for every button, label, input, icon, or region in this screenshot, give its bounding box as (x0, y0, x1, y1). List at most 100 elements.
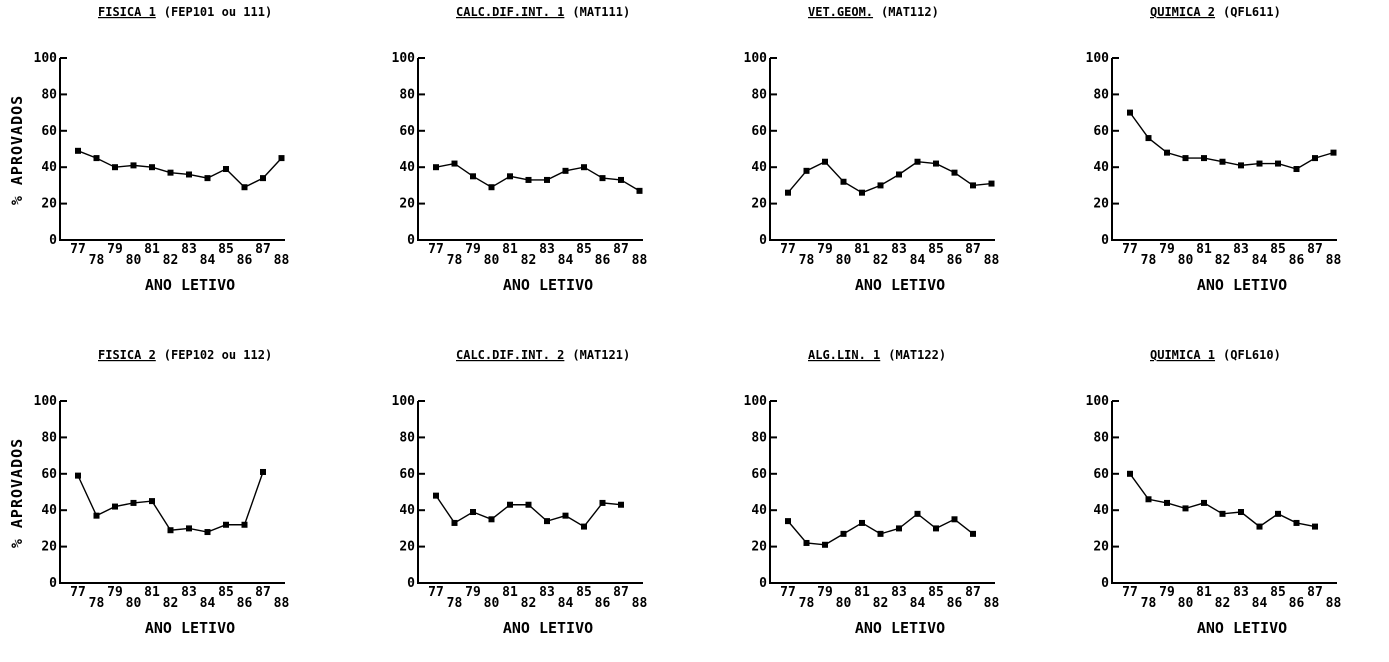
data-point (488, 184, 495, 191)
data-point (149, 164, 155, 171)
chart-title: CALC.DIF.INT. 2 (MAT121) (456, 348, 630, 362)
ytick-label: 100 (1086, 51, 1110, 66)
ytick-label: 60 (399, 124, 415, 139)
ytick-label: 80 (399, 87, 415, 102)
ytick-label: 20 (399, 197, 415, 212)
data-point (914, 510, 921, 517)
ytick-label: 0 (49, 576, 57, 591)
chart-8: QUIMICA 1 (QFL610)02040608010077787980818… (1086, 348, 1342, 637)
ytick-label: 0 (759, 233, 767, 248)
data-point (525, 176, 532, 183)
data-point (618, 501, 624, 508)
data-point (1312, 155, 1318, 162)
xtick-label: 87 (613, 242, 629, 257)
ytick-label: 60 (751, 124, 767, 139)
xtick-label: 78 (799, 253, 815, 268)
data-point (470, 173, 476, 180)
data-point (618, 176, 624, 183)
xtick-label: 86 (595, 596, 611, 611)
xtick-label: 77 (70, 242, 86, 257)
xtick-label: 83 (181, 242, 197, 257)
xtick-label: 81 (854, 242, 870, 257)
data-point (859, 519, 865, 526)
x-axis-label: ANO LETIVO (503, 276, 593, 294)
xtick-label: 77 (780, 585, 796, 600)
data-point (785, 518, 791, 525)
data-point (223, 521, 229, 528)
data-point (75, 472, 81, 479)
xtick-label: 83 (891, 585, 907, 600)
data-point (93, 512, 100, 519)
ytick-label: 100 (744, 394, 768, 409)
xtick-label: 87 (965, 242, 981, 257)
ytick-label: 60 (751, 467, 767, 482)
xtick-label: 81 (854, 585, 870, 600)
series-line (787, 160, 992, 194)
xtick-label: 86 (237, 253, 253, 268)
data-point (130, 499, 137, 506)
xtick-label: 77 (428, 242, 444, 257)
xtick-label: 82 (873, 253, 889, 268)
xtick-label: 86 (595, 253, 611, 268)
chart-title-code: (MAT122) (888, 348, 946, 362)
ytick-label: 0 (407, 576, 415, 591)
data-point (1275, 160, 1281, 167)
data-point (896, 171, 902, 178)
ytick-label: 100 (1086, 394, 1110, 409)
xtick-label: 78 (447, 253, 463, 268)
chart-title-main: FISICA 2 (98, 348, 156, 362)
ytick-label: 0 (1101, 233, 1109, 248)
data-point (149, 498, 155, 505)
xtick-label: 82 (873, 596, 889, 611)
xtick-label: 82 (1215, 596, 1231, 611)
axis-lines (417, 401, 643, 584)
series-line (435, 495, 622, 528)
chart-title-main: VET.GEOM. (808, 5, 873, 19)
data-point (896, 525, 902, 532)
data-point (970, 530, 976, 537)
x-axis-label: ANO LETIVO (1197, 619, 1287, 637)
xtick-label: 78 (1141, 253, 1157, 268)
xtick-label: 82 (163, 596, 179, 611)
data-point (859, 189, 865, 196)
data-point (451, 160, 458, 167)
series-line (1129, 112, 1334, 170)
xtick-label: 85 (1270, 242, 1286, 257)
xtick-label: 88 (274, 596, 290, 611)
x-axis-label: ANO LETIVO (1197, 276, 1287, 294)
data-point (204, 175, 211, 182)
data-point (951, 516, 958, 523)
ytick-label: 80 (1093, 430, 1109, 445)
ytick-label: 80 (751, 430, 767, 445)
ytick-label: 20 (41, 540, 57, 555)
ytick-label: 40 (41, 503, 57, 518)
axis-lines (769, 58, 995, 241)
data-point (75, 147, 81, 154)
data-point (433, 164, 439, 171)
x-axis-label: ANO LETIVO (503, 619, 593, 637)
x-axis-label: ANO LETIVO (145, 276, 235, 294)
xtick-label: 80 (126, 596, 142, 611)
chart-title-code: (QFL610) (1223, 348, 1281, 362)
axis-lines (769, 401, 995, 584)
ylabel-row-2: % APROVADOS (8, 438, 26, 548)
xtick-label: 77 (1122, 585, 1138, 600)
chart-title-code: (MAT112) (881, 5, 939, 19)
xtick-label: 79 (465, 585, 481, 600)
xtick-label: 84 (200, 596, 216, 611)
ytick-label: 40 (41, 160, 57, 175)
chart-title: QUIMICA 1 (QFL610) (1150, 348, 1281, 362)
chart-6: CALC.DIF.INT. 2 (MAT121) 0 20 40 60 80 100 77787… (392, 348, 648, 637)
chart-title-main: CALC.DIF.INT. 2 (456, 348, 564, 362)
xtick-label: 81 (1196, 242, 1212, 257)
data-point (1293, 519, 1300, 526)
data-point (1330, 149, 1337, 156)
ytick-label: 20 (1093, 197, 1109, 212)
axis-lines (1111, 58, 1337, 241)
ytick-label: 20 (41, 197, 57, 212)
data-point (562, 512, 569, 519)
chart-title: FISICA 1 (FEP101 ou 111) (98, 5, 272, 19)
chart-title-main: FISICA 1 (98, 5, 156, 19)
ytick-label: 20 (751, 197, 767, 212)
ytick-label: 40 (751, 160, 767, 175)
